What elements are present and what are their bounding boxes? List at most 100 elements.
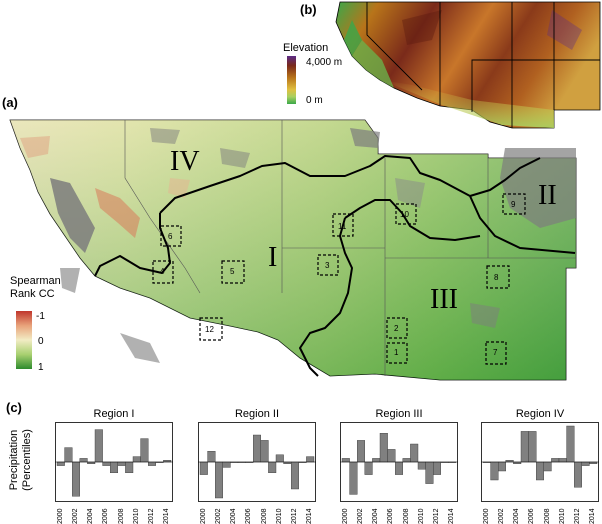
chart-title-4: Region IV [515, 408, 565, 420]
bar-2007 [395, 461, 404, 475]
bar-2007 [253, 434, 262, 463]
bar-2002 [72, 461, 81, 497]
site-label-3: 3 [325, 261, 330, 270]
bar-2010 [275, 454, 284, 463]
site-box-9 [502, 193, 526, 215]
elevation-colorbar [287, 56, 296, 104]
bar-2012 [290, 461, 299, 490]
site-box-7 [485, 341, 507, 365]
y-axis-label: Precipitation (Percentiles) [8, 413, 34, 507]
bar-2005 [520, 431, 529, 463]
correlation-label-0: 0 [38, 336, 44, 347]
bar-2011 [140, 438, 149, 463]
bar-2008 [260, 440, 269, 463]
bar-2008 [543, 461, 552, 472]
site-box-10 [395, 203, 417, 225]
bar-2007 [110, 461, 119, 474]
bar-2002 [498, 461, 507, 472]
bar-2010 [132, 456, 141, 463]
bar-2000 [341, 458, 350, 463]
elevation-max-label: 4,000 m [306, 57, 343, 68]
region-label-IV: IV [170, 146, 200, 177]
bar-2010 [558, 458, 567, 463]
correlation-label-neg1: -1 [36, 311, 45, 322]
bar-chart-1 [55, 422, 173, 502]
panel-b-label: (b) [300, 2, 317, 17]
site-label-6: 6 [168, 232, 173, 241]
bar-chart-3 [340, 422, 458, 502]
bar-2012 [573, 461, 582, 488]
elevation-min-label: 0 m [306, 95, 323, 106]
bar-2003 [364, 461, 373, 475]
site-box-3 [317, 254, 339, 276]
bar-2001 [490, 461, 499, 481]
bar-2004 [372, 458, 381, 463]
bar-2011 [425, 461, 434, 484]
bar-2009 [551, 458, 560, 463]
correlation-legend-title-2: Rank CC [10, 288, 55, 300]
site-box-12 [199, 317, 223, 341]
site-box-4 [152, 260, 174, 284]
site-label-10: 10 [400, 210, 409, 219]
bar-2009 [125, 461, 134, 474]
bar-2008 [402, 458, 411, 463]
bar-2000 [56, 461, 65, 466]
elevation-map [335, 1, 601, 129]
elevation-legend-title: Elevation [283, 42, 329, 54]
bar-2003 [79, 458, 88, 463]
bar-2009 [268, 461, 277, 474]
region-label-III: III [430, 284, 458, 315]
bar-chart-2 [198, 422, 316, 502]
bar-2009 [410, 443, 419, 463]
site-label-1: 1 [394, 348, 399, 357]
region-label-I: I [268, 242, 278, 273]
site-box-1 [386, 342, 408, 364]
y-axis-label-line1: Precipitation [8, 429, 20, 491]
chart-title-2: Region II [234, 408, 280, 420]
site-box-2 [386, 317, 408, 339]
site-box-11 [332, 213, 354, 237]
correlation-colorbar [16, 311, 32, 369]
bar-2012 [432, 461, 441, 475]
bar-2005 [379, 432, 388, 463]
bar-2001 [207, 451, 216, 463]
site-box-8 [486, 265, 510, 289]
site-box-5 [221, 260, 245, 284]
bar-2014 [306, 456, 315, 463]
site-label-7: 7 [493, 348, 498, 357]
bar-2008 [117, 461, 126, 466]
site-label-12: 12 [205, 325, 214, 334]
site-label-5: 5 [230, 267, 235, 276]
bar-2002 [215, 461, 224, 499]
chart-title-3: Region III [375, 408, 423, 420]
bar-2005 [94, 429, 103, 463]
correlation-label-1: 1 [38, 362, 44, 373]
bar-2011 [566, 425, 575, 463]
site-box-6 [160, 225, 182, 247]
bar-2006 [387, 449, 396, 463]
correlation-map [9, 119, 577, 381]
bar-2006 [528, 431, 537, 463]
bar-2006 [102, 461, 111, 466]
panel-c-label: (c) [6, 400, 22, 415]
site-label-2: 2 [394, 324, 399, 333]
site-label-8: 8 [494, 273, 499, 282]
site-label-11: 11 [338, 222, 347, 231]
panel-a-label: (a) [2, 95, 18, 110]
correlation-legend-title-1: Spearman [10, 275, 61, 287]
bar-2000 [199, 461, 208, 475]
bar-2003 [222, 461, 231, 468]
chart-title-1: Region I [93, 408, 135, 420]
y-axis-label-line2: (Percentiles) [21, 429, 33, 491]
bar-2001 [64, 447, 73, 463]
bar-2002 [357, 440, 366, 463]
site-label-4: 4 [160, 267, 165, 276]
site-label-9: 9 [511, 200, 516, 209]
bar-2001 [349, 461, 358, 495]
bar-chart-4 [481, 422, 599, 502]
bar-2010 [417, 461, 426, 470]
bar-2013 [581, 461, 590, 466]
region-label-II: II [538, 180, 557, 211]
bar-2012 [147, 461, 156, 466]
bar-2007 [536, 461, 545, 481]
